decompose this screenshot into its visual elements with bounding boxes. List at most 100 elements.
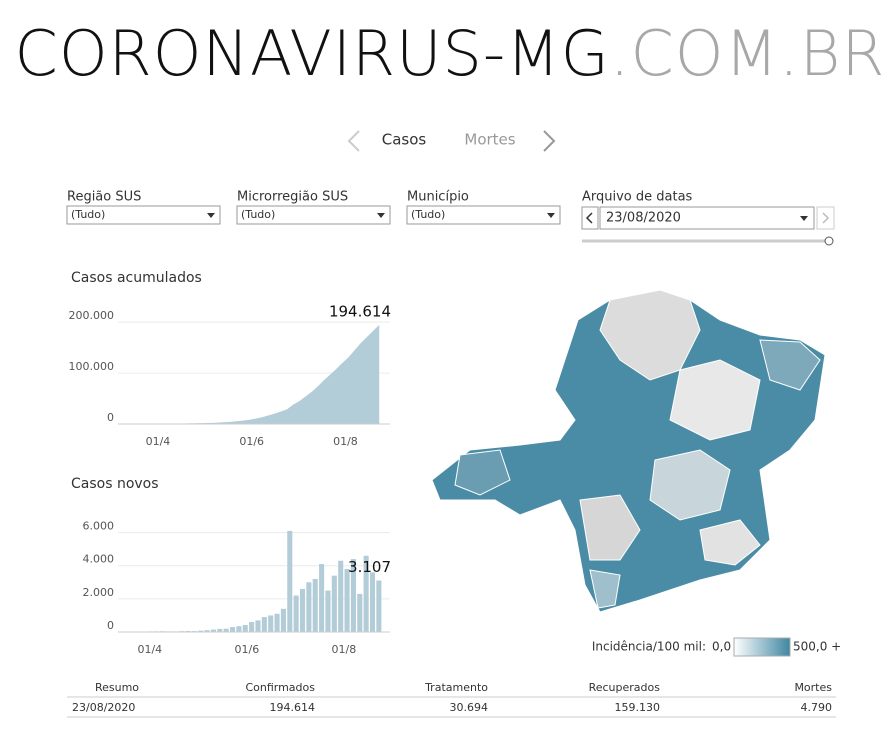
y-tick-label: 0 [107,411,114,424]
bar [223,628,229,632]
bar [293,595,299,632]
nav-prev[interactable] [347,130,360,152]
filter-label: Microrregião SUS [237,190,348,205]
y-tick-label: 100.000 [69,360,115,373]
map-region [454,449,511,496]
bar [242,625,248,632]
legend-max: 500,0 + [793,640,841,654]
legend-gradient [733,637,791,657]
filter-label: Arquivo de datas [582,190,693,205]
map-region [699,519,761,566]
map-region [669,359,761,441]
filter-value: (Tudo) [241,208,275,221]
filter: Região SUS (Tudo) [66,190,221,225]
bar [376,580,382,632]
map-region [579,494,641,561]
bar [325,590,331,632]
x-tick-label: 01/8 [332,643,357,656]
table-cell: 194.614 [270,701,316,714]
bar [357,593,363,632]
table-header: Confirmados [245,681,315,694]
table-header: Resumo [95,681,139,694]
filter-label: Município [407,190,469,205]
filter-label: Região SUS [67,190,141,205]
x-tick-label: 01/6 [234,643,259,656]
filter-value: (Tudo) [71,208,105,221]
bar [204,630,210,632]
bar [280,608,286,632]
date-slider-handle[interactable] [824,236,834,246]
dropdown-arrow [377,213,385,218]
dropdown-arrow [207,213,215,218]
dropdown-arrow [547,213,555,218]
filter-value: 23/08/2020 [606,211,681,226]
bar [319,564,325,632]
chart-title: Casos acumulados [71,270,202,286]
filter-value: (Tudo) [411,208,445,221]
nav-item[interactable]: Mortes [464,131,515,149]
table-header: Mortes [794,681,832,694]
map-region [589,569,621,609]
dropdown-arrow [800,216,808,221]
y-tick-label: 200.000 [69,309,115,322]
table-header: Tratamento [424,681,488,694]
y-tick-label: 2.000 [83,586,115,599]
bar [299,588,306,632]
x-tick-label: 01/4 [137,643,162,656]
arrow [585,212,593,224]
date-filter: Arquivo de datas 23/08/2020 [581,190,835,246]
bar [344,569,350,632]
y-tick-label: 4.000 [83,553,115,566]
data-label: 3.107 [348,558,391,576]
date-select[interactable] [599,206,815,230]
bar [363,555,369,632]
table-header: Recuperados [589,681,661,694]
x-tick-label: 01/8 [333,435,358,448]
bar [287,530,293,632]
x-tick-label: 01/4 [146,435,171,448]
title-main: CORONAVIRUS-MG [15,17,610,90]
summary-table: Resumo Confirmados Tratamento Recuperado… [67,681,836,718]
bar [229,627,236,632]
filter-select[interactable] [406,205,561,225]
title-suffix: .COM.BR [610,17,886,90]
filter-select[interactable] [236,205,391,225]
bar [306,582,312,632]
bar [217,628,223,632]
map-region [759,339,821,391]
bar [255,620,261,632]
table-cell: 30.694 [450,701,489,714]
bar [236,626,242,632]
bar [338,560,344,632]
bar [261,617,267,632]
filter: Município (Tudo) [406,190,561,225]
data-label: 194.614 [329,302,391,320]
bar [210,629,216,632]
bar [350,559,356,632]
table-cell: 159.130 [615,701,661,714]
chart-title: Casos novos [71,476,159,492]
legend-min: 0,0 [712,640,731,654]
site-title: CORONAVIRUS-MG.COM.BR [15,17,886,90]
area [133,324,380,424]
date-next[interactable] [816,206,835,230]
filter-select[interactable] [66,205,221,225]
bar [249,622,255,632]
nav-next[interactable] [543,130,556,152]
table-cell: 23/08/2020 [72,701,135,714]
filter: Microrregião SUS (Tudo) [236,190,391,225]
legend-title: Incidência/100 mil: [592,640,706,654]
arrow [822,212,830,224]
date-prev[interactable] [581,206,599,230]
table-cell: 4.790 [801,701,833,714]
bar [274,613,280,632]
bar [369,572,376,632]
y-tick-label: 0 [107,619,114,632]
map-region [649,449,731,521]
nav-item[interactable]: Casos [382,131,427,149]
bar [198,630,204,632]
bar [331,575,337,632]
y-tick-label: 6.000 [83,520,115,533]
